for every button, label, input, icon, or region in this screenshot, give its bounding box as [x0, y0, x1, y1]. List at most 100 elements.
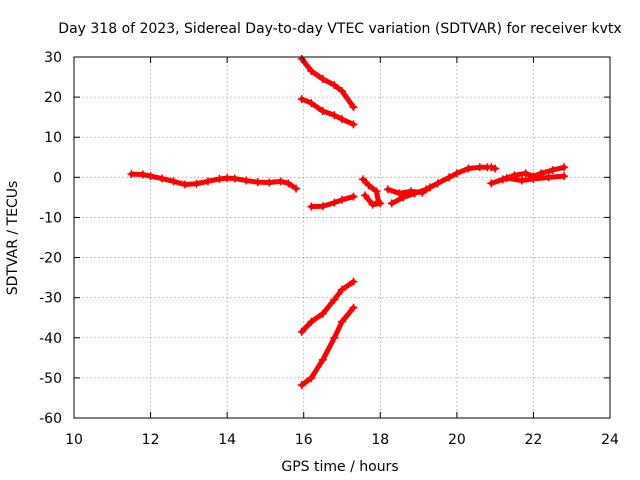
data-point: [307, 202, 316, 211]
data-point: [215, 174, 224, 183]
data-point: [338, 317, 346, 326]
data-point: [487, 179, 496, 188]
data-point: [372, 187, 381, 196]
series-3-trace: [299, 56, 356, 110]
data-point: [330, 295, 339, 304]
y-tick-label: -60: [39, 411, 62, 427]
data-point: [297, 327, 306, 336]
data-point: [330, 333, 339, 342]
x-tick-label: 20: [448, 432, 466, 448]
x-axis-label: GPS time / hours: [281, 459, 398, 475]
data-point: [307, 67, 316, 76]
y-tick-labels: -60 -50 -40 -30 -20 -10 0 10 20 30: [39, 50, 62, 427]
data-point: [452, 169, 461, 178]
data-point: [560, 172, 569, 181]
data-point: [349, 303, 358, 312]
data-point: [127, 170, 136, 179]
data-point: [387, 199, 396, 208]
data-point: [475, 163, 484, 172]
x-tick-label: 24: [601, 432, 619, 448]
data-point: [529, 174, 538, 183]
data-point: [349, 277, 358, 286]
y-tick-label: 0: [53, 170, 62, 186]
y-tick-label: -10: [39, 210, 62, 226]
data-point: [544, 173, 553, 182]
series-1-trace: [128, 171, 299, 192]
y-axis-label: SDTVAR / TECUs: [5, 181, 21, 296]
data-point: [383, 185, 392, 194]
data-point: [318, 202, 327, 211]
data-point: [223, 174, 232, 183]
data-point: [330, 81, 339, 90]
x-tick-label: 10: [65, 432, 83, 448]
data-point: [192, 179, 201, 188]
data-point: [169, 177, 178, 186]
data-point: [338, 115, 346, 124]
plot-frame: [73, 56, 611, 419]
data-point: [307, 317, 316, 326]
grid-lines: [74, 57, 610, 418]
y-tick-label: -30: [39, 291, 62, 307]
data-point: [517, 176, 526, 185]
y-tick-label: -50: [39, 371, 62, 387]
y-tick-label: -20: [39, 251, 62, 267]
x-tick-label: 12: [142, 432, 160, 448]
data-point: [338, 195, 346, 204]
data-point: [276, 177, 285, 186]
y-tick-label: 10: [44, 130, 62, 146]
data-point: [204, 177, 212, 186]
series-7-trace: [360, 176, 381, 204]
y-tick-label: -40: [39, 331, 62, 347]
data-point: [521, 169, 530, 178]
data-point: [307, 373, 316, 382]
data-point: [146, 172, 155, 181]
data-point: [360, 191, 369, 200]
data-point: [265, 178, 274, 187]
data-point: [307, 99, 316, 108]
data-point: [230, 174, 239, 183]
data-point: [491, 164, 500, 173]
data-point: [368, 200, 377, 209]
data-point: [338, 87, 346, 96]
data-point: [502, 174, 511, 183]
series-6-trace: [299, 305, 356, 388]
data-point: [445, 173, 454, 182]
data-point: [410, 189, 419, 198]
y-tick-label: 20: [44, 90, 62, 106]
data-point: [349, 103, 358, 112]
data-point: [318, 107, 327, 116]
data-point: [433, 179, 442, 188]
data-series: [127, 55, 569, 390]
data-point: [560, 163, 569, 172]
data-point: [422, 185, 431, 194]
data-point: [349, 192, 358, 201]
data-point: [297, 381, 306, 390]
data-point: [318, 355, 327, 364]
data-point: [338, 285, 346, 294]
data-point: [181, 180, 190, 189]
data-point: [297, 55, 306, 64]
data-point: [330, 198, 339, 207]
x-tick-label: 14: [218, 432, 236, 448]
data-point: [464, 164, 473, 173]
data-point: [399, 193, 408, 202]
data-point: [364, 181, 373, 190]
data-point: [284, 179, 293, 188]
series-10-trace: [389, 186, 429, 206]
x-tick-label: 22: [525, 432, 543, 448]
series-2-trace: [308, 194, 356, 210]
series-5-trace: [299, 279, 356, 335]
data-point: [242, 176, 251, 185]
data-point: [349, 120, 358, 129]
y-tick-label: 30: [44, 50, 62, 66]
data-point: [318, 309, 327, 318]
data-point: [138, 170, 147, 179]
axis-ticks: [73, 56, 611, 419]
data-point: [376, 199, 385, 208]
data-point: [487, 163, 496, 172]
data-point: [318, 75, 327, 84]
data-point: [158, 174, 167, 183]
data-point: [548, 166, 557, 175]
data-point: [297, 95, 306, 104]
